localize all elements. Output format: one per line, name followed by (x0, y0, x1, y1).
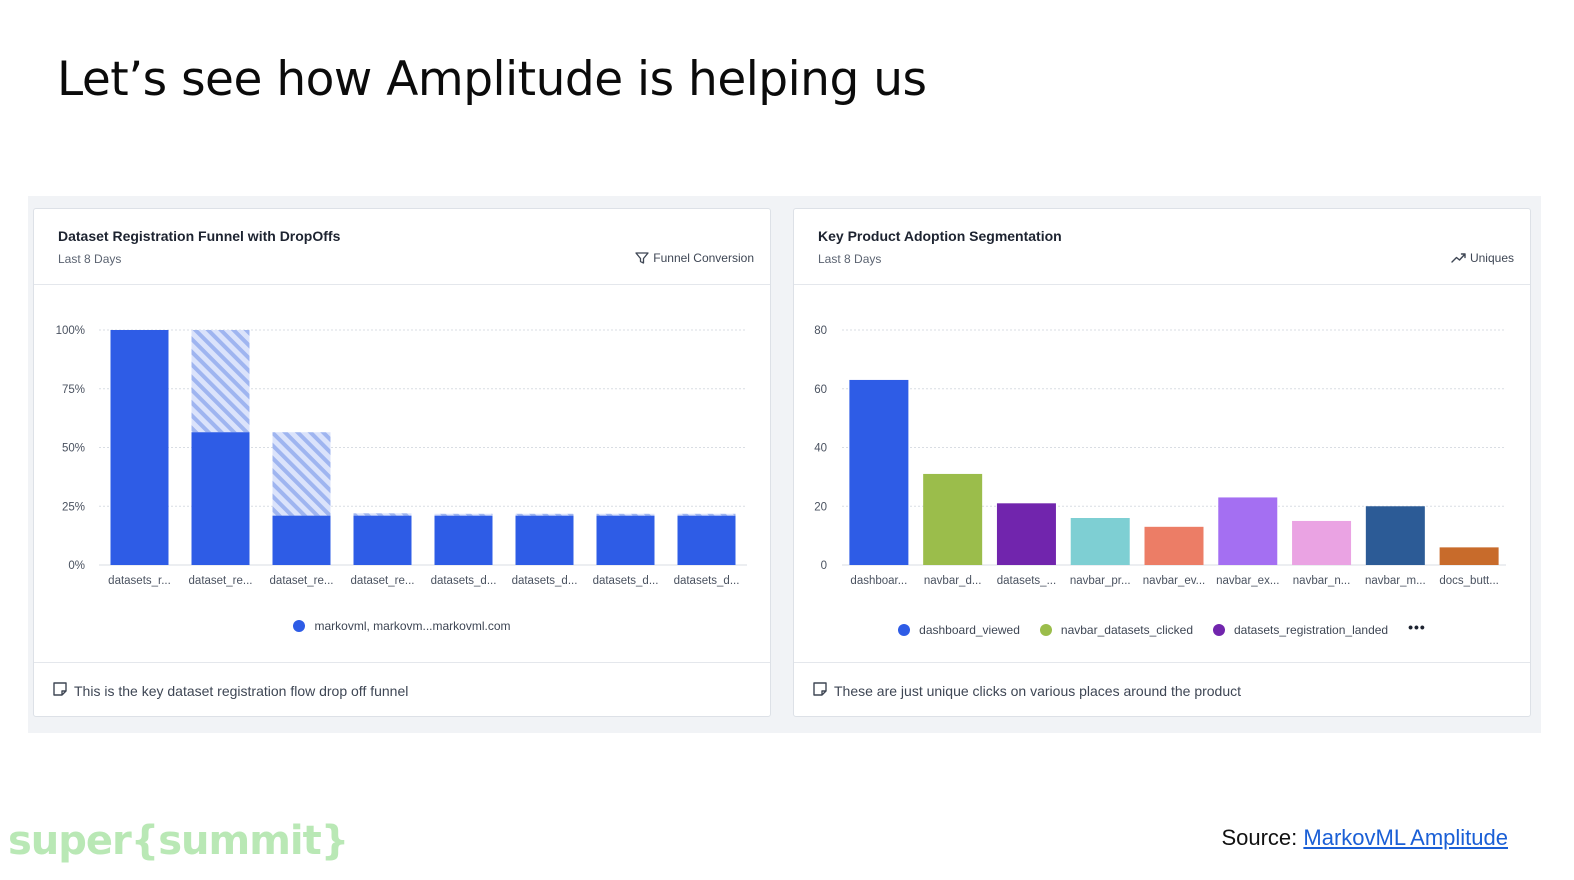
funnel-chart: 0% 25% 50% 75% 100% datasets_r... dataset_re.… (56, 325, 747, 587)
funnel-note[interactable]: This is the key dataset registration flo… (52, 681, 408, 700)
funnel-ytick-label: 0% (68, 560, 85, 572)
adoption-bar (1439, 547, 1499, 565)
slide-title: Let’s see how Amplitude is helping us (57, 52, 927, 107)
funnel-dropoff-bar (677, 513, 736, 516)
super-summit-logo: super{summit} (8, 818, 349, 864)
funnel-category-label: datasets_r... (108, 575, 171, 587)
funnel-bar (677, 515, 736, 565)
source-credit: Source: MarkovML Amplitude (1221, 825, 1508, 851)
legend-label-navbar-datasets-clicked: navbar_datasets_clicked (1060, 623, 1193, 637)
funnel-ytick-label: 100% (56, 325, 85, 337)
adoption-bar (923, 473, 983, 565)
funnel-ytick-label: 25% (62, 501, 85, 513)
funnel-dropoff-bar (272, 432, 331, 516)
funnel-ytick-label: 50% (62, 443, 85, 455)
trend-line-icon (1451, 252, 1466, 264)
funnel-note-text: This is the key dataset registration flo… (74, 682, 409, 699)
adoption-bar (996, 503, 1056, 565)
adoption-bar (1292, 520, 1352, 565)
adoption-metric-label: Uniques (1451, 251, 1514, 265)
dashboard-panel: Dataset Registration Funnel with DropOff… (28, 196, 1541, 733)
funnel-category-label: datasets_d... (593, 575, 659, 587)
funnel-bar (191, 432, 250, 565)
funnel-filter-icon (635, 252, 649, 264)
adoption-ytick-label: 20 (814, 501, 827, 513)
adoption-chart-card[interactable]: Key Product Adoption Segmentation Last 8… (793, 208, 1531, 717)
note-icon (812, 681, 828, 700)
funnel-category-label: datasets_d... (431, 575, 497, 587)
legend-dot-datasets-registration-landed (1213, 624, 1225, 636)
funnel-bar (596, 515, 655, 565)
funnel-legend-item[interactable]: markovml, markovm...markovml.com (293, 619, 511, 633)
funnel-dropoff-bar (515, 513, 574, 516)
adoption-bar (849, 379, 909, 565)
adoption-ytick-label: 0 (821, 560, 827, 572)
adoption-category-label: navbar_ev... (1143, 575, 1205, 587)
legend-item-navbar-datasets-clicked[interactable]: navbar_datasets_clicked (1039, 623, 1193, 637)
source-link[interactable]: MarkovML Amplitude (1303, 825, 1508, 850)
funnel-bar (110, 330, 169, 565)
adoption-note-text: These are just unique clicks on various … (834, 682, 1242, 699)
funnel-chart-card[interactable]: Dataset Registration Funnel with DropOff… (33, 208, 771, 717)
funnel-dropoff-bar (191, 330, 250, 433)
funnel-category-label: dataset_re... (270, 575, 334, 587)
funnel-bar (515, 515, 574, 565)
note-icon (52, 681, 68, 700)
adoption-metric-text: Uniques (1469, 251, 1514, 265)
funnel-legend-label: markovml, markovm...markovml.com (314, 619, 511, 633)
legend-dot-navbar-datasets-clicked (1039, 624, 1052, 636)
funnel-metric-label: Funnel Conversion (635, 251, 754, 265)
adoption-category-label: navbar_n... (1293, 575, 1351, 587)
adoption-category-label: navbar_pr... (1070, 575, 1131, 587)
funnel-legend-dot (293, 620, 306, 632)
funnel-dropoff-bar (353, 513, 412, 516)
legend-more-button[interactable]: ••• (1408, 619, 1426, 635)
adoption-category-label: navbar_ex... (1216, 575, 1279, 587)
funnel-category-label: dataset_re... (189, 575, 253, 587)
adoption-legend: dashboard_viewed navbar_datasets_clicked… (794, 619, 1530, 638)
adoption-card-header: Key Product Adoption Segmentation Last 8… (794, 209, 1530, 285)
funnel-category-label: datasets_d... (512, 575, 578, 587)
funnel-bar (272, 515, 331, 565)
adoption-note[interactable]: These are just unique clicks on various … (812, 681, 1241, 700)
adoption-ytick-label: 60 (814, 384, 827, 396)
legend-item-datasets-registration-landed[interactable]: datasets_registration_landed (1213, 623, 1388, 637)
adoption-card-title[interactable]: Key Product Adoption Segmentation (818, 228, 1062, 244)
funnel-card-footer: This is the key dataset registration flo… (34, 662, 770, 716)
adoption-category-label: docs_butt... (1439, 575, 1498, 587)
legend-label-datasets-registration-landed: datasets_registration_landed (1234, 623, 1389, 637)
legend-dot-dashboard-viewed (898, 624, 911, 636)
adoption-bar (1070, 518, 1130, 565)
adoption-category-label: dashboar... (850, 575, 907, 587)
adoption-chart: 0 20 40 60 80 dashboar... navbar_d... datasets… (814, 325, 1506, 587)
adoption-date-range: Last 8 Days (818, 252, 882, 266)
adoption-category-label: navbar_m... (1365, 575, 1426, 587)
adoption-category-label: datasets_... (997, 575, 1056, 587)
funnel-ytick-label: 75% (62, 384, 85, 396)
funnel-card-title[interactable]: Dataset Registration Funnel with DropOff… (58, 228, 341, 244)
funnel-category-label: datasets_d... (674, 575, 740, 587)
funnel-date-range: Last 8 Days (58, 252, 122, 266)
funnel-category-label: dataset_re... (351, 575, 415, 587)
funnel-card-header: Dataset Registration Funnel with DropOff… (34, 209, 770, 285)
adoption-ytick-label: 40 (814, 443, 827, 455)
funnel-metric-text: Funnel Conversion (653, 251, 754, 265)
legend-label-dashboard-viewed: dashboard_viewed (919, 623, 1020, 637)
legend-item-dashboard-viewed[interactable]: dashboard_viewed (898, 623, 1020, 637)
adoption-category-label: navbar_d... (924, 575, 982, 587)
adoption-bar (1218, 497, 1278, 565)
funnel-dropoff-bar (596, 513, 655, 516)
funnel-legend: markovml, markovm...markovml.com (34, 619, 770, 633)
adoption-card-footer: These are just unique clicks on various … (794, 662, 1530, 716)
funnel-dropoff-bar (434, 513, 493, 516)
source-label: Source: (1221, 825, 1298, 850)
adoption-bar (1365, 506, 1425, 565)
funnel-bar (434, 515, 493, 565)
adoption-bar (1144, 526, 1204, 565)
funnel-bar (353, 515, 412, 565)
adoption-ytick-label: 80 (814, 325, 827, 337)
